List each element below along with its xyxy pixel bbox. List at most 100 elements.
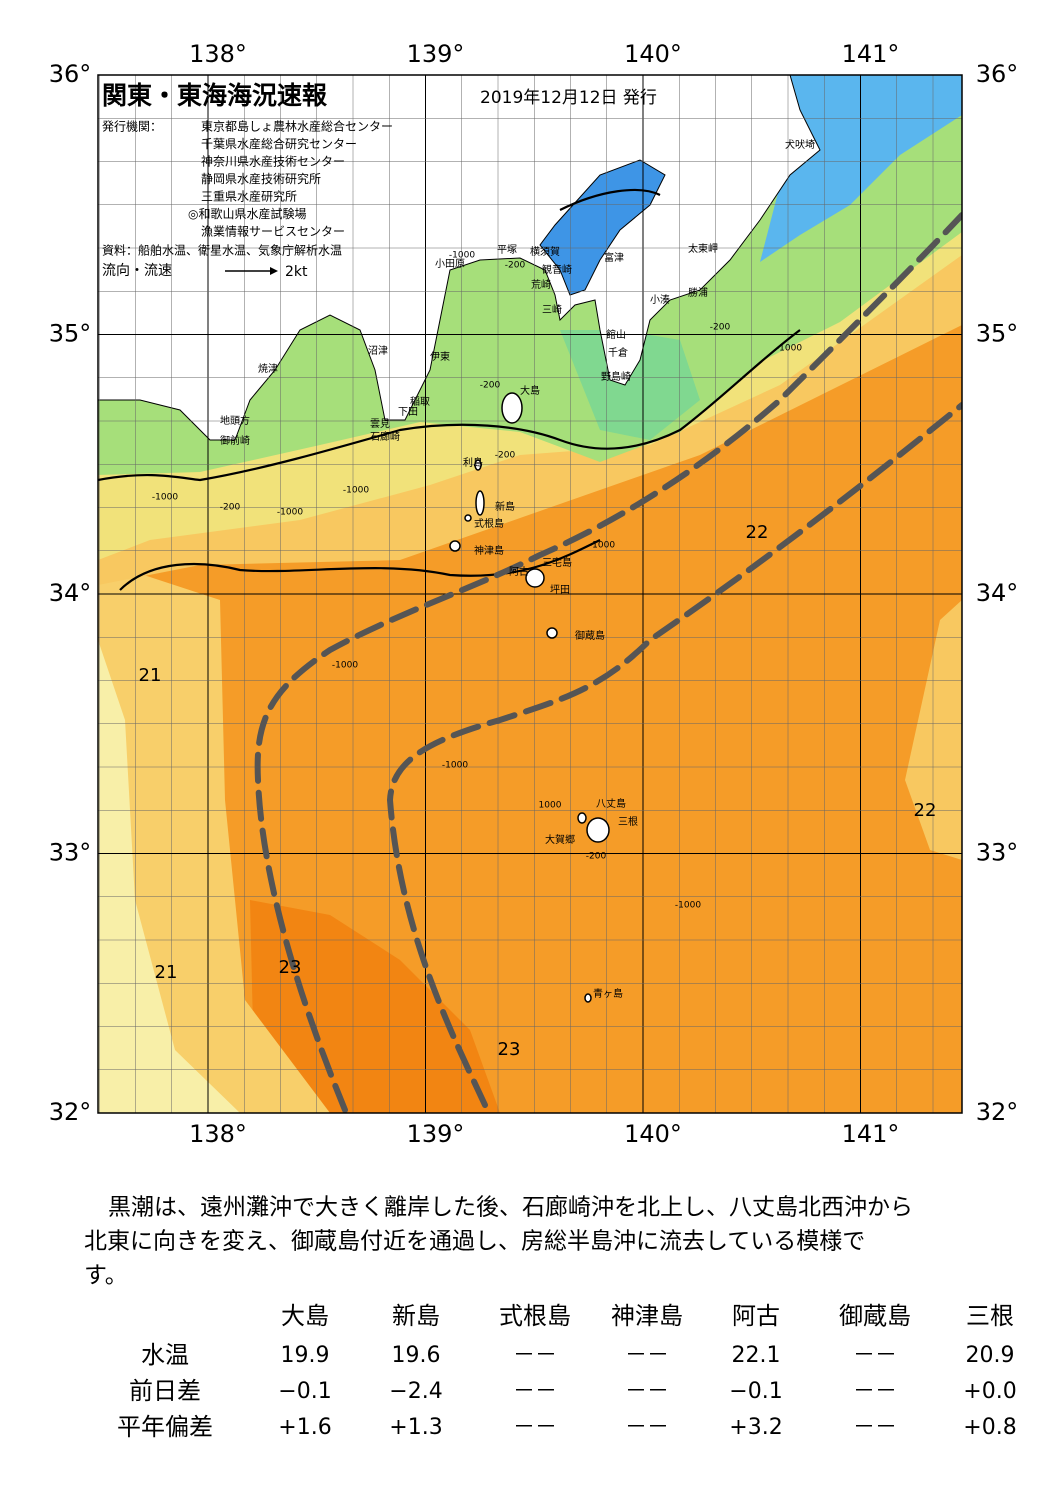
depth-label: -200	[586, 852, 607, 862]
table-cell: －－	[625, 1343, 669, 1368]
depth-label: -1000	[343, 486, 369, 496]
lon-label: 141°	[842, 40, 900, 68]
place-label: 三根	[618, 815, 638, 828]
place-label: 野島崎	[601, 370, 631, 383]
isotherm-label: 22	[746, 522, 769, 543]
flow-scale: 2kt	[285, 264, 308, 280]
place-label: 小湊	[650, 293, 670, 306]
place-label: 三宅島	[542, 556, 572, 569]
place-label: 御前崎	[220, 434, 250, 447]
publisher: ◎和歌山県水産試験場	[188, 206, 306, 221]
date: 2019年12月12日 発行	[480, 88, 657, 108]
place-label: 荒崎	[531, 278, 551, 291]
table-row-label: 前日差	[129, 1377, 201, 1405]
kuroshio-axis	[254, 212, 962, 1113]
depth-label: -200	[505, 261, 526, 271]
table-header: 神津島	[611, 1302, 683, 1330]
place-label: 焼津	[258, 363, 278, 375]
place-label: 式根島	[474, 517, 504, 530]
table-cell: －－	[625, 1379, 669, 1404]
place-label: 富津	[604, 251, 624, 264]
isotherm-label: 23	[498, 1039, 521, 1060]
lon-label: 138°	[189, 1120, 247, 1148]
place-label: 観音崎	[542, 263, 572, 276]
sea-warmest	[250, 900, 500, 1113]
island	[584, 993, 592, 1003]
place-label: 千倉	[608, 346, 628, 359]
lon-label: 139°	[407, 40, 465, 68]
lat-label: 32°	[976, 1098, 1019, 1126]
place-label: 阿古	[509, 565, 529, 578]
report-line: 北東に向きを変え、御蔵島付近を通過し、房総半島沖に流去している模様で	[84, 1229, 865, 1255]
lat-label: 36°	[976, 60, 1019, 88]
lat-label: 34°	[49, 579, 92, 607]
isotherm	[559, 188, 661, 211]
place-label: 大島	[520, 384, 540, 397]
island	[577, 812, 587, 824]
island	[546, 627, 558, 639]
table-cell: −0.1	[278, 1379, 331, 1404]
island	[449, 540, 461, 552]
depth-label: -1000	[449, 251, 475, 261]
lat-label: 32°	[49, 1098, 92, 1126]
place-label: 犬吠埼	[785, 138, 815, 151]
report-line: す。	[84, 1263, 128, 1289]
lon-label: 141°	[842, 1120, 900, 1148]
table-cell: －－	[853, 1343, 897, 1368]
table-cell: 22.1	[732, 1343, 781, 1368]
publisher: 東京都島しょ農林水産総合センター	[201, 119, 393, 134]
place-label: 沼津	[368, 344, 388, 357]
table-cell: －－	[625, 1415, 669, 1440]
place-label: 三崎	[542, 303, 562, 316]
lat-label: 33°	[976, 839, 1019, 867]
place-label: 太東岬	[688, 242, 718, 255]
table-header: 御蔵島	[839, 1302, 911, 1330]
depth-label: -1000	[776, 344, 802, 354]
publisher: 神奈川県水産技術センター	[201, 154, 345, 169]
depth-label: -1000	[442, 761, 468, 771]
isotherm	[98, 329, 801, 482]
table-cell: －－	[513, 1343, 557, 1368]
depth-label: -1000	[277, 508, 303, 518]
place-label: 大賀郷	[545, 833, 575, 846]
table-header: 大島	[281, 1302, 329, 1330]
place-label: 坪田	[550, 583, 570, 596]
lon-label: 140°	[624, 40, 682, 68]
island	[586, 817, 610, 843]
publisher: 千葉県水産総合研究センター	[201, 136, 357, 151]
depth-label: -200	[220, 503, 241, 513]
depth-label: -200	[495, 451, 516, 461]
table-cell: +3.2	[729, 1415, 782, 1440]
place-label: 石廊崎	[370, 430, 400, 443]
sea-band-teal	[560, 330, 700, 440]
kuroshio-axis	[386, 402, 962, 1108]
table-cell: 19.9	[281, 1343, 330, 1368]
source: 資料：船舶水温、衛星水温、気象庁解析水温	[102, 243, 342, 258]
table-header: 新島	[392, 1302, 440, 1330]
islands	[449, 392, 610, 1003]
place-label: 横須賀	[530, 245, 560, 258]
table-header: 阿古	[732, 1302, 780, 1330]
table-cell: +0.8	[963, 1415, 1016, 1440]
place-label: 利島	[463, 456, 483, 469]
flow-label: 流向・流速	[102, 263, 172, 279]
place-label: 小田原	[435, 258, 465, 270]
sea-cool-east	[905, 600, 962, 860]
place-label: 地頭方	[220, 414, 250, 427]
lat-label: 33°	[49, 839, 92, 867]
publisher: 三重県水産研究所	[201, 189, 297, 204]
isotherm-label: 21	[139, 665, 162, 686]
place-label: 伊東	[430, 350, 450, 363]
place-label: 平塚	[497, 244, 517, 256]
depth-label: -1000	[589, 541, 615, 551]
place-label: 館山	[606, 328, 626, 341]
isotherm-label: 21	[155, 962, 178, 983]
place-label: 新島	[495, 500, 515, 513]
table-cell: 20.9	[966, 1343, 1015, 1368]
table-cell: 19.6	[392, 1343, 441, 1368]
lon-label: 138°	[189, 40, 247, 68]
sea-cooler-west	[98, 640, 240, 1113]
flow-scale-head	[270, 267, 278, 275]
table-cell: －－	[853, 1415, 897, 1440]
